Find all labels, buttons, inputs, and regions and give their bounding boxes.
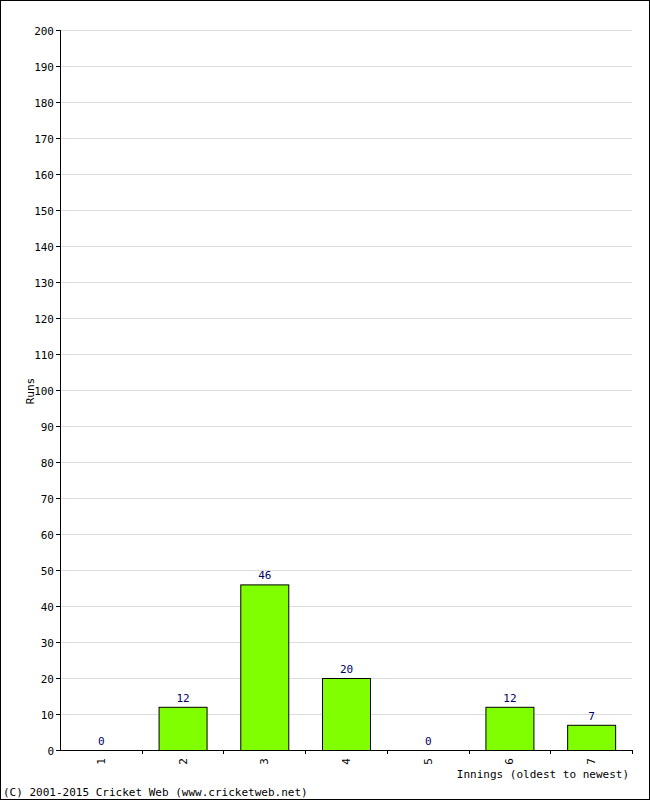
x-tick	[469, 750, 470, 754]
grid-line	[60, 606, 632, 607]
bar	[159, 707, 207, 750]
x-tick-label: 2	[177, 758, 190, 765]
grid-line	[60, 210, 632, 211]
x-tick	[387, 750, 388, 754]
y-tick-label: 10	[41, 709, 54, 722]
grid-line	[60, 534, 632, 535]
x-tick	[632, 750, 633, 754]
grid-line	[60, 66, 632, 67]
y-tick	[56, 750, 60, 751]
x-tick-label: 6	[503, 758, 516, 765]
y-tick-label: 170	[34, 133, 54, 146]
bar	[241, 585, 289, 750]
x-tick	[142, 750, 143, 754]
grid-line	[60, 426, 632, 427]
y-tick-label: 0	[47, 745, 54, 758]
y-tick	[56, 462, 60, 463]
grid-line	[60, 354, 632, 355]
y-tick	[56, 534, 60, 535]
x-tick	[223, 750, 224, 754]
data-label: 0	[98, 735, 105, 748]
y-tick	[56, 210, 60, 211]
y-tick-label: 30	[41, 637, 54, 650]
y-tick-label: 200	[34, 25, 54, 38]
grid-line	[60, 462, 632, 463]
x-axis-label: Innings (oldest to newest)	[457, 768, 629, 781]
y-tick-label: 180	[34, 97, 54, 110]
y-tick-label: 150	[34, 205, 54, 218]
y-tick	[56, 678, 60, 679]
bars	[159, 585, 616, 750]
y-tick	[56, 30, 60, 31]
y-tick	[56, 246, 60, 247]
y-tick	[56, 282, 60, 283]
y-tick-label: 90	[41, 421, 54, 434]
y-tick	[56, 606, 60, 607]
y-tick-label: 190	[34, 61, 54, 74]
y-tick-label: 110	[34, 349, 54, 362]
x-axis	[60, 750, 632, 751]
chart: 0102030405060708090100110120130140150160…	[0, 0, 650, 800]
y-tick	[56, 102, 60, 103]
y-tick	[56, 174, 60, 175]
y-tick-label: 50	[41, 565, 54, 578]
y-tick	[56, 390, 60, 391]
y-tick	[56, 426, 60, 427]
grid-line	[60, 138, 632, 139]
x-tick-label: 1	[95, 758, 108, 765]
y-tick	[56, 138, 60, 139]
grid-line	[60, 318, 632, 319]
x-tick-label: 7	[585, 758, 598, 765]
y-axis-label: Runs	[24, 378, 37, 405]
y-axis	[60, 30, 61, 750]
data-label: 7	[588, 710, 595, 723]
y-tick	[56, 318, 60, 319]
grid-line	[60, 642, 632, 643]
data-label: 12	[503, 692, 516, 705]
border	[1, 1, 650, 800]
y-tick	[56, 642, 60, 643]
grid-line	[60, 498, 632, 499]
copyright: (C) 2001-2015 Cricket Web (www.cricketwe…	[3, 786, 308, 799]
grid-line	[60, 390, 632, 391]
grid-line	[60, 282, 632, 283]
x-tick-label: 3	[258, 758, 271, 765]
y-tick-label: 80	[41, 457, 54, 470]
y-tick-label: 160	[34, 169, 54, 182]
grid-line	[60, 246, 632, 247]
grid-line	[60, 570, 632, 571]
data-label: 12	[176, 692, 189, 705]
y-tick-label: 40	[41, 601, 54, 614]
y-tick-label: 60	[41, 529, 54, 542]
y-tick	[56, 498, 60, 499]
y-tick-label: 140	[34, 241, 54, 254]
grid-line	[60, 750, 632, 751]
y-tick	[56, 354, 60, 355]
y-tick	[56, 714, 60, 715]
grid-line	[60, 30, 632, 31]
grid-line	[60, 102, 632, 103]
y-tick	[56, 66, 60, 67]
data-label: 46	[258, 569, 271, 582]
grid-line	[60, 174, 632, 175]
x-tick-label: 4	[340, 758, 353, 765]
y-tick	[56, 570, 60, 571]
y-tick-label: 130	[34, 277, 54, 290]
x-tick-label: 5	[422, 758, 435, 765]
y-tick-label: 100	[34, 385, 54, 398]
data-label: 0	[425, 735, 432, 748]
x-tick	[305, 750, 306, 754]
y-tick-label: 70	[41, 493, 54, 506]
y-tick-label: 20	[41, 673, 54, 686]
bar	[486, 707, 534, 750]
bar	[323, 679, 371, 751]
data-label: 20	[340, 663, 353, 676]
y-tick-label: 120	[34, 313, 54, 326]
bar	[568, 725, 616, 750]
x-tick	[550, 750, 551, 754]
